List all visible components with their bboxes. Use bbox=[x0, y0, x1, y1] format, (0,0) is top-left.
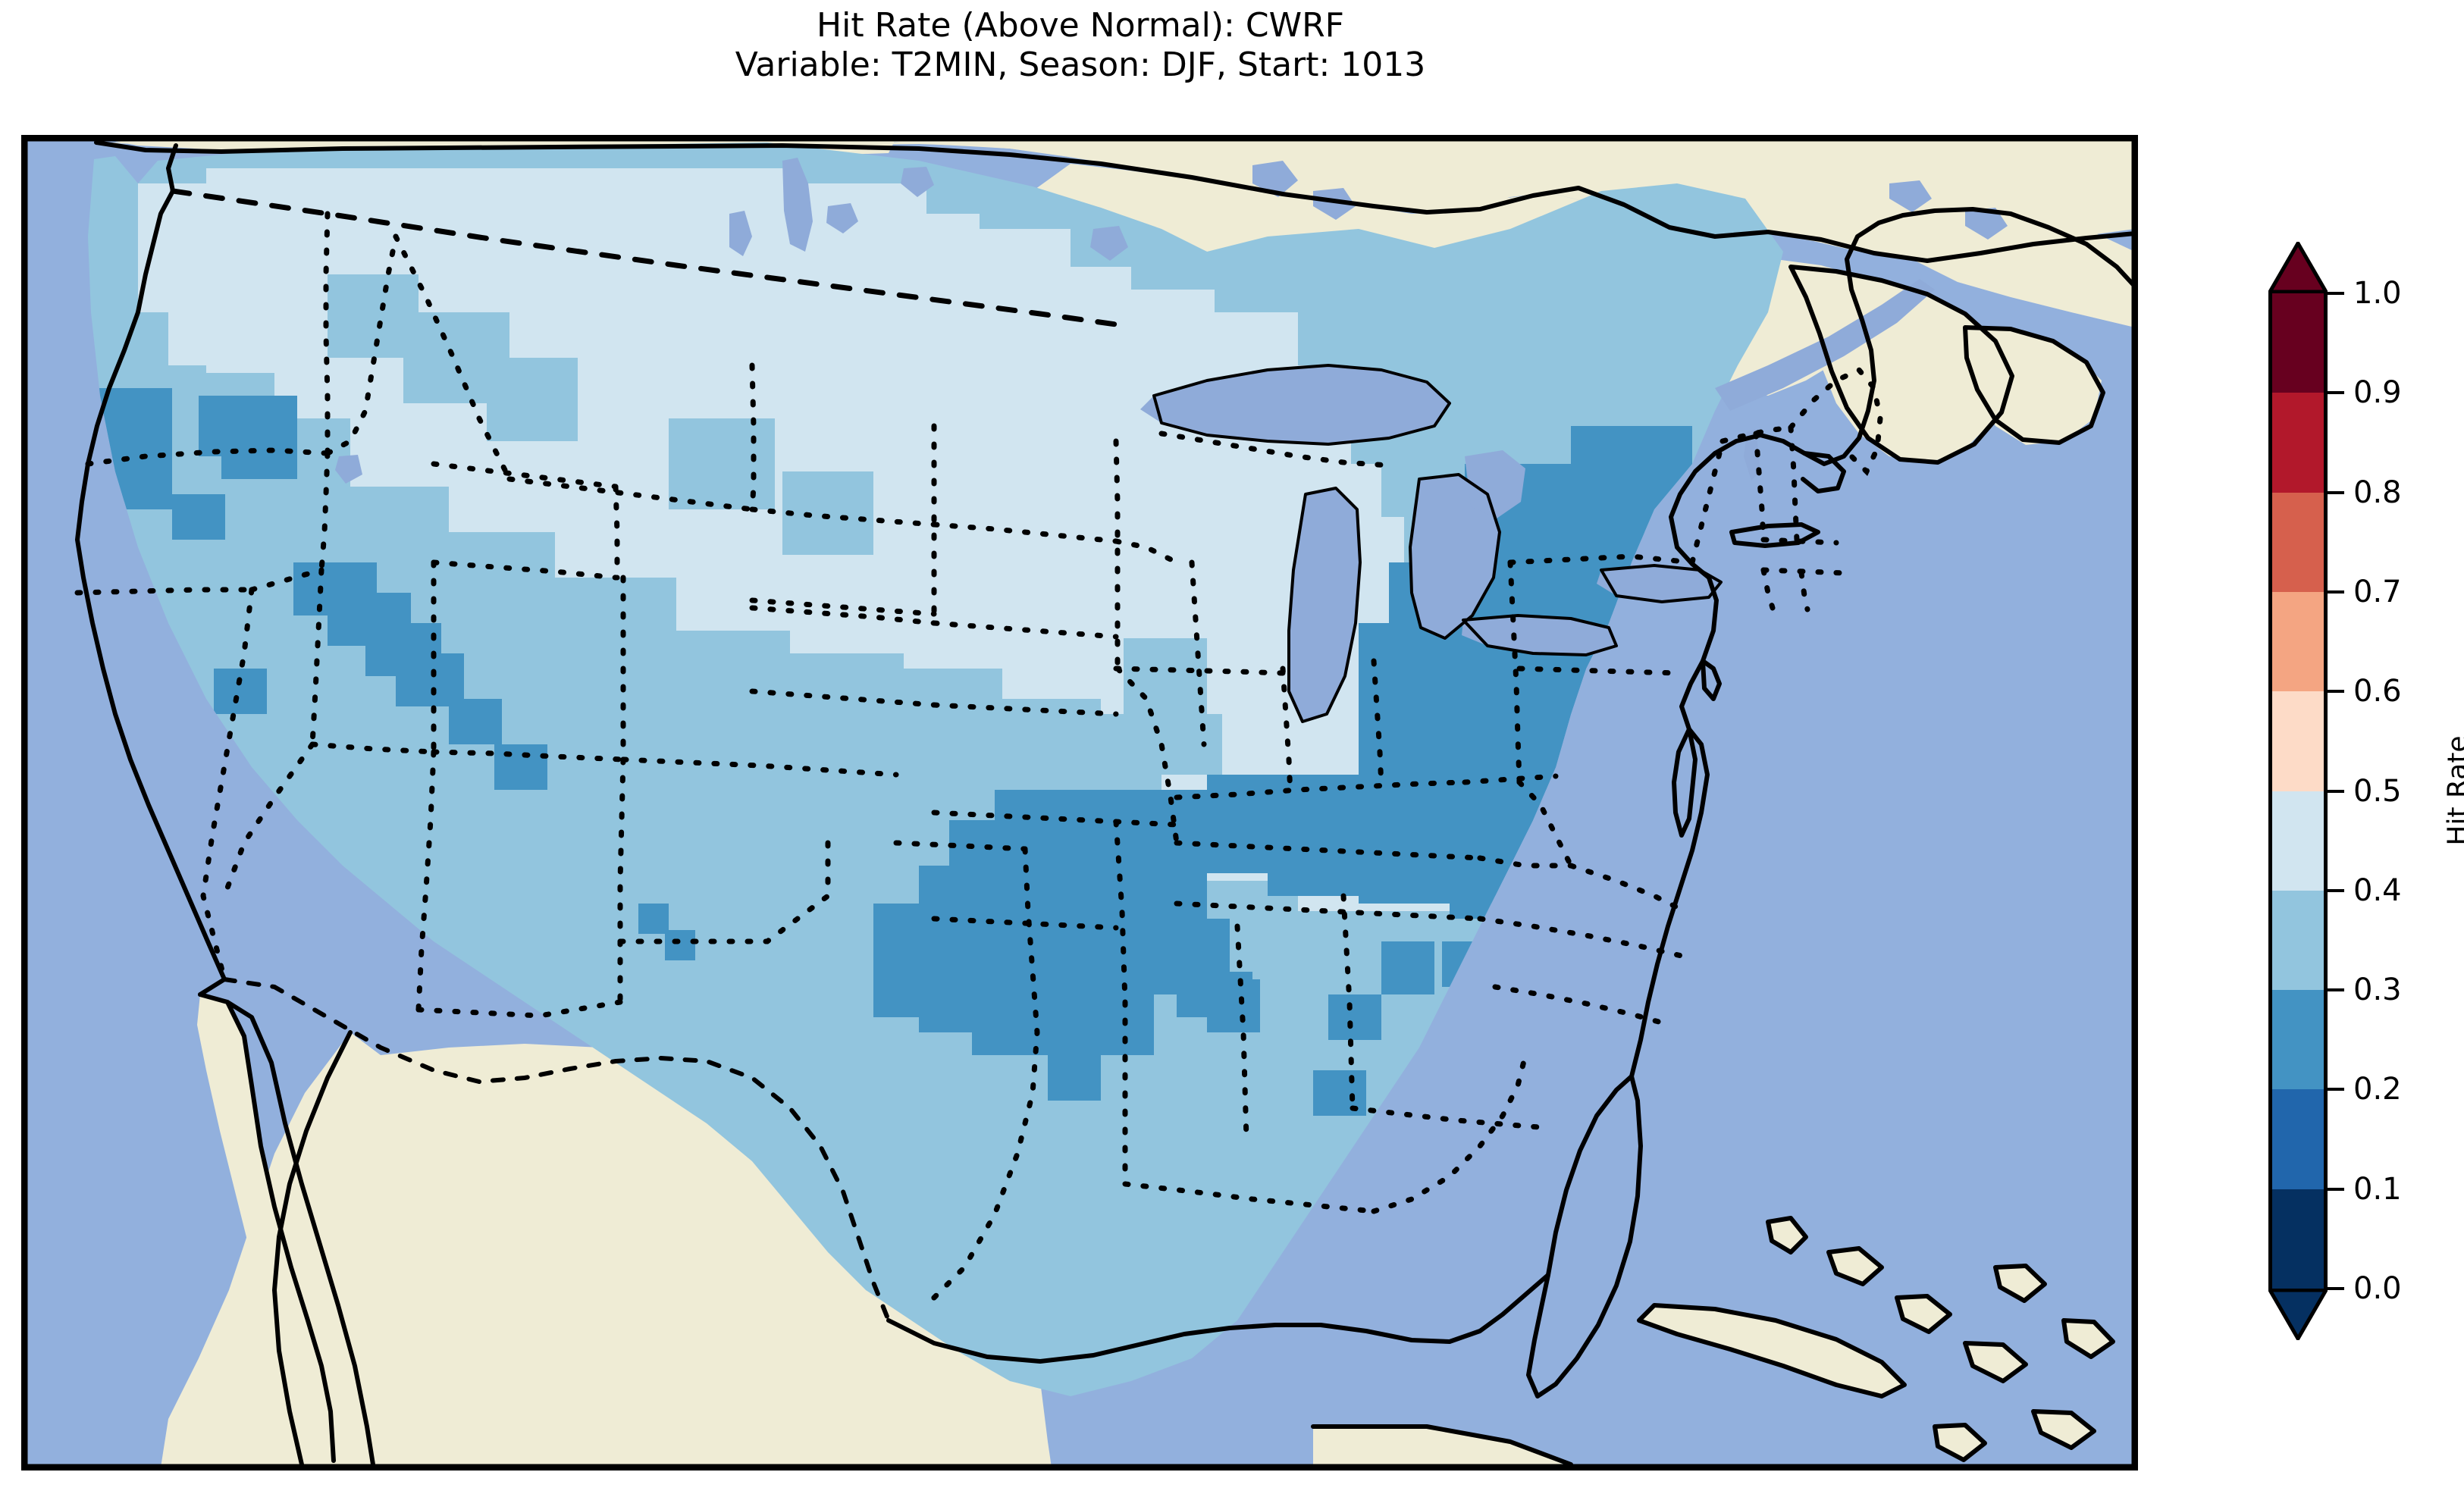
colorbar-outline bbox=[2268, 293, 2328, 1289]
colorbar-band bbox=[2268, 1189, 2328, 1289]
colorbar-tick-mark bbox=[2328, 1088, 2344, 1092]
colorbar-band bbox=[2268, 1089, 2328, 1190]
colorbar-extend-min-arrow bbox=[2266, 1288, 2330, 1342]
colorbar-label: Hit Rate bbox=[2442, 735, 2464, 846]
colorbar-tick-label: 0.2 bbox=[2353, 1072, 2402, 1107]
colorbar-band bbox=[2268, 990, 2328, 1090]
colorbar-tick-mark bbox=[2328, 690, 2344, 694]
colorbar-tick-label: 0.8 bbox=[2353, 475, 2402, 510]
colorbar-tick-mark bbox=[2328, 292, 2344, 295]
map-graphic bbox=[24, 138, 2135, 1467]
colorbar-tick-mark bbox=[2328, 490, 2344, 494]
colorbar-band bbox=[2268, 591, 2328, 692]
colorbar-tick-mark bbox=[2328, 1287, 2344, 1290]
map-axes bbox=[21, 135, 2138, 1471]
colorbar-tick-label: 0.6 bbox=[2353, 674, 2402, 709]
colorbar-tick-mark bbox=[2328, 789, 2344, 793]
colorbar-band bbox=[2268, 890, 2328, 991]
colorbar-band bbox=[2268, 791, 2328, 891]
colorbar-band bbox=[2268, 393, 2328, 493]
colorbar-tick-mark bbox=[2328, 1187, 2344, 1191]
colorbar-band bbox=[2268, 492, 2328, 593]
state-borders-layer bbox=[74, 188, 1883, 1308]
figure-title: Hit Rate (Above Normal): CWRF Variable: … bbox=[0, 6, 2161, 85]
colorbar-band bbox=[2268, 691, 2328, 792]
colorbar-tick-label: 0.9 bbox=[2353, 375, 2402, 411]
colorbar: 1.0 0.9 0.8 0.7 0.6 0.5 0.4 0.3 0.2 0.1 0.0 Hit Ra… bbox=[2266, 240, 2464, 1342]
coastline-layer bbox=[75, 140, 2135, 1467]
colorbar-tick-mark bbox=[2328, 988, 2344, 992]
title-line-1: Hit Rate (Above Normal): CWRF bbox=[817, 6, 1344, 45]
colorbar-tick-mark bbox=[2328, 391, 2344, 395]
colorbar-tick-label: 0.4 bbox=[2353, 872, 2402, 908]
colorbar-tick-label: 0.0 bbox=[2353, 1271, 2402, 1306]
colorbar-tick-label: 1.0 bbox=[2353, 276, 2402, 311]
colorbar-tick-label: 0.3 bbox=[2353, 973, 2402, 1008]
colorbar-extend-max-arrow bbox=[2266, 240, 2330, 294]
colorbar-tick-mark bbox=[2328, 888, 2344, 892]
colorbar-tick-mark bbox=[2328, 590, 2344, 594]
colorbar-tick-label: 0.1 bbox=[2353, 1171, 2402, 1207]
colorbar-tick-label: 0.5 bbox=[2353, 773, 2402, 809]
colorbar-band bbox=[2268, 293, 2328, 393]
title-line-2: Variable: T2MIN, Season: DJF, Start: 101… bbox=[735, 45, 1426, 84]
colorbar-tick-label: 0.7 bbox=[2353, 574, 2402, 609]
